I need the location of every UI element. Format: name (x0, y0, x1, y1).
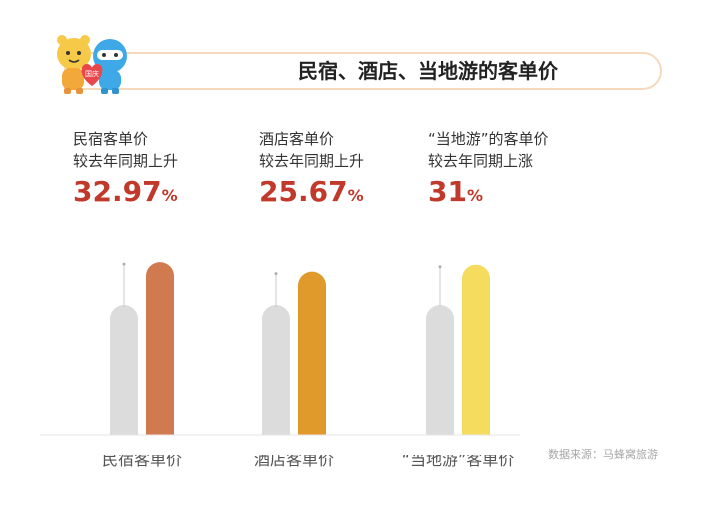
stat-label: “当地游”的客单价 (428, 130, 549, 148)
bar-last-year (426, 305, 454, 449)
heart-badge-icon: 国庆 (81, 64, 103, 86)
mascot-illustration: 国庆 (57, 35, 127, 94)
stat-unit: % (161, 186, 178, 205)
stat-percent: 31% (428, 174, 549, 214)
stat-value: 32.97 (73, 175, 162, 208)
bar-this-year (298, 271, 326, 449)
bee-mascot-icon (57, 35, 91, 94)
bar-pointer-dot (274, 272, 278, 276)
stat-sublabel: 较去年同期上升 (259, 152, 365, 170)
blue-mascot-icon (93, 39, 127, 94)
stat-label: 民宿客单价 (73, 130, 149, 148)
mascot-badge-text: 国庆 (85, 69, 99, 78)
bar-last-year (110, 305, 138, 449)
stat-percent: 25.67% (259, 174, 364, 214)
title-banner: 民宿、酒店、当地游的客单价 (64, 52, 662, 90)
bar-last-year (262, 305, 290, 449)
data-source-note: 数据来源：马蜂窝旅游 (548, 448, 658, 461)
baseline-mask (40, 435, 520, 455)
bar-pointer-dot (438, 265, 442, 269)
bar-pointer-dot (122, 262, 126, 266)
bar-this-year (146, 262, 174, 449)
stat-value: 25.67 (259, 175, 348, 208)
stat-block-local-tour: “当地游”的客单价 较去年同期上涨 31% (428, 128, 549, 214)
stat-block-hotel: 酒店客单价 较去年同期上升 25.67% (259, 128, 364, 214)
stat-block-homestay: 民宿客单价 较去年同期上升 32.97% (73, 128, 178, 214)
bar-this-year (462, 264, 490, 449)
stat-value: 31 (428, 175, 467, 208)
stat-label: 酒店客单价 (259, 130, 335, 148)
chart-title: 民宿、酒店、当地游的客单价 (298, 59, 558, 83)
stat-sublabel: 较去年同期上升 (73, 152, 179, 170)
stat-percent: 32.97% (73, 174, 178, 214)
stat-sublabel: 较去年同期上涨 (428, 152, 534, 170)
stat-unit: % (347, 186, 364, 205)
stat-unit: % (466, 186, 483, 205)
